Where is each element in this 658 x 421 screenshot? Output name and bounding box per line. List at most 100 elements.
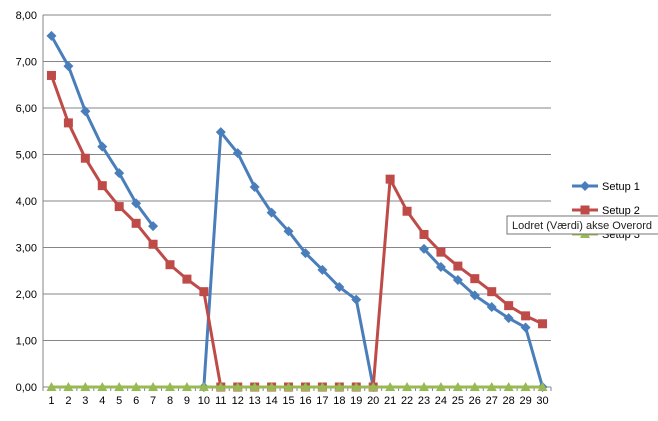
data-point[interactable] [368, 382, 379, 391]
x-tick-label: 14 [265, 395, 277, 407]
data-point[interactable] [182, 274, 192, 284]
data-point[interactable] [199, 287, 209, 297]
data-point[interactable] [80, 106, 91, 117]
data-point[interactable] [538, 319, 548, 329]
data-point[interactable] [283, 226, 294, 237]
data-point[interactable] [453, 261, 463, 271]
data-point[interactable] [503, 382, 514, 391]
series-2[interactable] [46, 70, 548, 392]
data-point[interactable] [521, 311, 531, 321]
x-tick-label: 16 [299, 395, 311, 407]
data-point[interactable] [63, 118, 73, 128]
data-point[interactable] [503, 313, 514, 324]
data-point[interactable] [435, 262, 446, 273]
data-point[interactable] [198, 382, 209, 391]
y-tick-label: 1,00 [16, 336, 37, 348]
data-point[interactable] [436, 247, 446, 257]
data-point[interactable] [317, 382, 328, 391]
legend-item-setup-1[interactable]: Setup 1 [572, 181, 640, 193]
series-1[interactable] [46, 30, 548, 392]
data-point[interactable] [334, 382, 345, 391]
data-point[interactable] [435, 382, 446, 391]
data-point[interactable] [114, 202, 124, 212]
data-point[interactable] [114, 168, 125, 179]
data-point[interactable] [249, 182, 260, 193]
data-point[interactable] [97, 382, 108, 391]
data-point[interactable] [131, 382, 142, 391]
data-point[interactable] [97, 141, 108, 152]
data-point[interactable] [148, 239, 158, 249]
data-point[interactable] [266, 382, 277, 391]
data-point[interactable] [300, 382, 311, 391]
data-point[interactable] [266, 207, 277, 218]
data-point[interactable] [385, 174, 395, 184]
data-point[interactable] [148, 382, 159, 391]
data-point[interactable] [486, 302, 497, 313]
data-point[interactable] [486, 382, 497, 391]
data-point[interactable] [469, 382, 480, 391]
y-tick-label: 5,00 [16, 150, 37, 162]
x-tick-label: 15 [282, 395, 294, 407]
x-tick-label: 5 [116, 395, 122, 407]
data-point[interactable] [402, 382, 413, 391]
data-point[interactable] [114, 382, 125, 391]
data-point[interactable] [148, 221, 159, 232]
data-point[interactable] [80, 382, 91, 391]
data-point[interactable] [419, 229, 429, 239]
x-tick-label: 26 [469, 395, 481, 407]
data-point[interactable] [232, 148, 243, 159]
data-point[interactable] [537, 382, 548, 391]
data-point[interactable] [215, 382, 226, 391]
tooltip-box [506, 215, 658, 235]
data-point[interactable] [300, 248, 311, 259]
data-point[interactable] [63, 61, 74, 72]
data-point[interactable] [63, 382, 74, 391]
data-point[interactable] [165, 260, 175, 270]
data-point[interactable] [181, 382, 192, 391]
data-point[interactable] [131, 218, 141, 228]
data-point[interactable] [351, 294, 362, 305]
data-point[interactable] [419, 243, 429, 254]
data-point[interactable] [46, 70, 56, 80]
series-3[interactable] [46, 382, 548, 391]
data-point[interactable] [232, 382, 243, 391]
data-point[interactable] [334, 282, 345, 293]
x-tick-label: 10 [198, 395, 210, 407]
data-point[interactable] [215, 127, 226, 138]
x-tick-label: 4 [99, 395, 105, 407]
x-tick-label: 27 [486, 395, 498, 407]
x-tick-label: 12 [232, 395, 244, 407]
data-point[interactable] [470, 274, 480, 284]
data-point[interactable] [452, 275, 463, 286]
data-point[interactable] [487, 287, 497, 297]
data-point[interactable] [402, 206, 412, 216]
legend-marker [580, 181, 590, 191]
data-point[interactable] [351, 382, 362, 391]
data-point[interactable] [165, 382, 175, 391]
data-point[interactable] [504, 301, 514, 311]
x-tick-label: 30 [536, 395, 548, 407]
data-point[interactable] [46, 382, 57, 391]
data-point[interactable] [385, 382, 396, 391]
data-point[interactable] [249, 382, 260, 391]
legend-item-setup-2[interactable]: Setup 2 [572, 205, 640, 217]
data-point[interactable] [520, 382, 531, 391]
data-point[interactable] [520, 322, 531, 333]
x-tick-label: 6 [133, 395, 139, 407]
x-tick-label: 25 [452, 395, 464, 407]
data-point[interactable] [283, 382, 294, 391]
data-point[interactable] [317, 264, 328, 275]
x-tick-label: 2 [65, 395, 71, 407]
y-tick-label: 0,00 [16, 382, 37, 394]
data-point[interactable] [97, 181, 107, 191]
data-point[interactable] [80, 153, 90, 163]
y-tick-label: 8,00 [16, 10, 37, 22]
data-point[interactable] [46, 30, 57, 41]
data-point[interactable] [419, 382, 429, 391]
tooltip-text: Lodret (Værdi) akse Overord [512, 220, 652, 232]
data-point[interactable] [452, 382, 463, 391]
data-point[interactable] [131, 198, 142, 209]
data-point[interactable] [469, 290, 480, 301]
y-tick-label: 3,00 [16, 243, 37, 255]
